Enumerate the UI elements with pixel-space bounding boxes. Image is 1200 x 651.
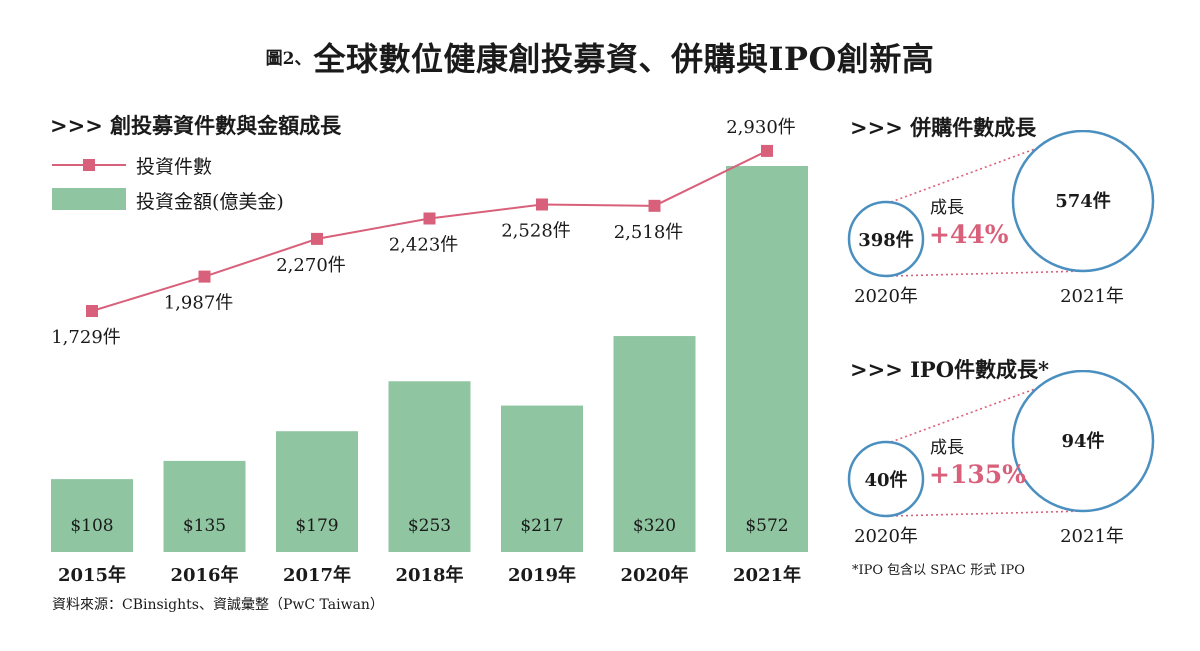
count-marker	[536, 198, 548, 211]
bar-2019年	[501, 405, 583, 552]
count-label: 1,729件	[51, 327, 121, 348]
count-marker	[198, 270, 211, 283]
source-note: 資料來源：CBinsights、資誠彙整（PwC Taiwan）	[52, 597, 384, 613]
bubble-2020年	[847, 200, 925, 278]
x-tick-label: 2015年	[58, 564, 126, 586]
x-tick-label: 2019年	[508, 564, 576, 586]
ipo-heading: >>> IPO件數成長*	[850, 357, 1049, 382]
bubble-2020年	[847, 440, 925, 518]
year-label: 2021年	[1060, 286, 1124, 307]
growth-value: +135%	[929, 460, 1026, 489]
x-tick-label: 2021年	[733, 564, 801, 586]
growth-caption: 成長	[930, 438, 964, 458]
count-marker	[311, 232, 323, 245]
bar-2020年	[613, 336, 696, 552]
ipo-bubble-chart: 40件 94件 成長+135% 2020年 2021年	[847, 370, 1155, 547]
bar-value-label: $320	[633, 516, 676, 536]
ipo-footnote: *IPO 包含以 SPAC 形式 IPO	[852, 563, 1025, 578]
bubble-2021年	[1011, 130, 1155, 273]
bar-2017年	[276, 431, 358, 552]
count-label: 2,518件	[614, 222, 684, 243]
bubble-value-label: 398件	[858, 229, 914, 251]
bar-value-label: $135	[183, 516, 226, 536]
count-marker	[761, 144, 773, 157]
bar-2016年	[163, 460, 246, 552]
x-tick-label: 2017年	[283, 564, 351, 586]
year-label: 2020年	[854, 286, 918, 307]
x-tick-label: 2018年	[395, 564, 463, 586]
count-marker	[423, 212, 436, 225]
legend-line-swatch	[52, 154, 126, 176]
bar-value-label: $108	[70, 516, 113, 536]
bubble-value-label: 94件	[1061, 430, 1104, 452]
combo-chart: $108 2015年 $135 2016年 $179 2017年 $253 2018年 $217…	[51, 117, 808, 586]
growth-caption: 成長	[930, 198, 964, 218]
bar-value-label: $217	[520, 516, 563, 536]
ma-heading: >>> 併購件數成長	[850, 115, 1037, 140]
growth-value: +44%	[929, 220, 1009, 249]
count-label: 2,270件	[276, 255, 346, 276]
count-label: 2,930件	[726, 117, 796, 138]
legend-line-label: 投資件數	[136, 156, 213, 178]
figure-title: 全球數位健康創投募資、併購與IPO創新高	[313, 40, 935, 78]
bubble-2021年	[1011, 370, 1155, 513]
x-tick-label: 2020年	[620, 564, 688, 586]
x-tick-label: 2016年	[170, 564, 238, 586]
year-label: 2020年	[854, 526, 918, 547]
count-label: 1,987件	[164, 293, 234, 314]
connector-bottom	[890, 510, 1087, 517]
figure-label: 圖2、	[265, 49, 312, 69]
ma-bubble-chart: 398件 574件 成長+44% 2020年 2021年	[847, 130, 1155, 307]
count-marker	[86, 305, 98, 317]
bar-value-label: $572	[745, 516, 788, 536]
main-chart-heading: >>> 創投募資件數與金額成長	[50, 113, 342, 138]
bar-2015年	[51, 479, 133, 552]
count-marker	[648, 199, 661, 212]
bar-value-label: $253	[408, 516, 451, 536]
year-label: 2021年	[1060, 526, 1124, 547]
legend-bar-swatch	[52, 188, 126, 210]
bar-2018年	[388, 381, 471, 552]
bubble-value-label: 574件	[1055, 190, 1111, 212]
bar-2021年	[726, 166, 808, 552]
legend-bar-label: 投資金額(億美金)	[136, 191, 284, 213]
count-label: 2,528件	[501, 220, 571, 241]
count-label: 2,423件	[389, 234, 459, 255]
bar-value-label: $179	[295, 516, 338, 536]
page-title: 圖2、全球數位健康創投募資、併購與IPO創新高	[0, 34, 1200, 80]
bubble-value-label: 40件	[864, 469, 907, 491]
connector-bottom	[890, 270, 1087, 277]
